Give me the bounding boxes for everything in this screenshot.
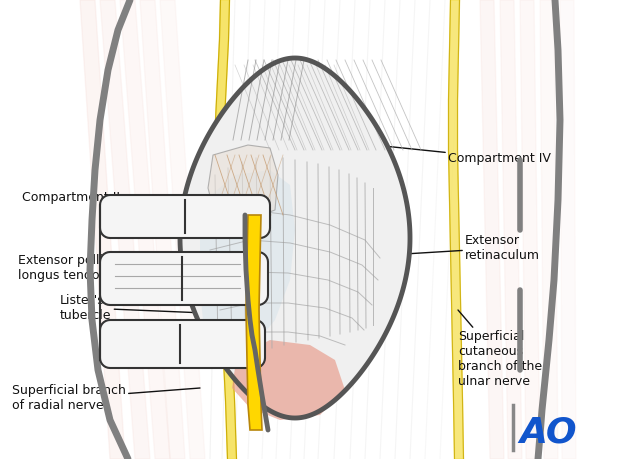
Polygon shape [100, 252, 268, 305]
Text: Extensor pollicis
longus tendon: Extensor pollicis longus tendon [18, 254, 255, 282]
Polygon shape [232, 340, 345, 420]
Text: Compartment II: Compartment II [22, 190, 260, 205]
Polygon shape [100, 320, 265, 368]
Polygon shape [180, 58, 410, 418]
Text: Compartment IV: Compartment IV [345, 142, 551, 164]
Polygon shape [208, 145, 278, 220]
Text: Superficial
cutaneous
branch of the
ulnar nerve: Superficial cutaneous branch of the ulna… [458, 310, 542, 388]
Polygon shape [200, 170, 295, 360]
Text: AO: AO [519, 415, 577, 449]
Text: Extensor
retinaculum: Extensor retinaculum [388, 234, 540, 262]
Polygon shape [100, 195, 270, 238]
Text: Lister's
tubercle: Lister's tubercle [60, 294, 253, 322]
Polygon shape [246, 215, 262, 430]
Text: Superficial branch
of radial nerve: Superficial branch of radial nerve [12, 384, 200, 412]
